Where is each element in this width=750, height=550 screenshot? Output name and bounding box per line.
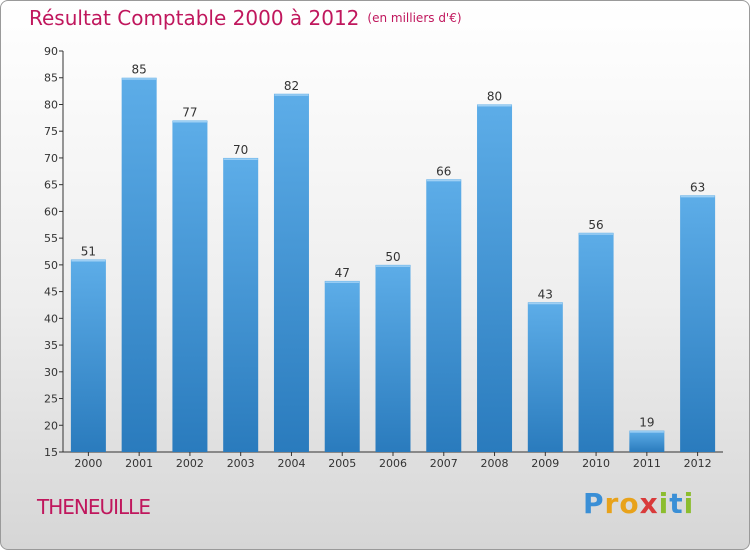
y-tick-label: 85 [44,72,58,85]
y-tick-label: 90 [44,45,58,58]
bar-highlight [629,431,664,433]
chart-subtitle: (en milliers d'€) [367,11,462,25]
y-tick-label: 35 [44,339,58,352]
x-tick-label: 2007 [430,457,458,470]
data-label: 56 [588,218,603,232]
data-label: 47 [335,266,350,280]
x-tick-label: 2010 [582,457,610,470]
data-label: 19 [639,416,654,430]
bar [477,104,513,452]
y-tick-label: 65 [44,179,58,192]
commune-name: THENEUILLE [37,495,151,519]
bar [172,120,208,453]
bar-highlight [426,179,461,182]
bar [121,77,157,452]
bar-highlight [274,94,309,96]
x-tick-label: 2000 [74,457,102,470]
x-tick-label: 2002 [176,457,204,470]
y-tick-label: 55 [44,232,58,245]
bar [527,302,563,452]
bar-highlight [71,260,106,262]
bar [375,264,411,452]
bar-highlight [325,281,360,283]
chart-title: Résultat Comptable 2000 à 2012 (en millie… [29,6,462,30]
bar-highlight [579,233,614,235]
bar-highlight [477,104,512,107]
y-tick-label: 40 [44,312,58,325]
x-tick-label: 2004 [277,457,305,470]
x-tick-label: 2001 [125,457,153,470]
data-label: 43 [538,287,553,301]
bar-highlight [122,78,157,80]
x-tick-label: 2011 [633,457,661,470]
x-tick-label: 2005 [328,457,356,470]
data-label: 51 [81,245,96,259]
bar-highlight [223,158,258,160]
x-tick-label: 2012 [684,457,712,470]
bar [273,93,309,453]
y-tick-label: 45 [44,286,58,299]
bar [223,157,259,452]
y-tick-label: 15 [44,446,58,459]
bar-highlight [172,121,207,123]
y-tick-label: 80 [44,98,58,111]
x-tick-label: 2003 [227,457,255,470]
bar [70,259,106,452]
bar-highlight [376,265,410,267]
bar [578,232,614,452]
data-label: 66 [436,164,451,178]
y-tick-label: 70 [44,152,58,165]
bar [680,195,716,453]
data-label: 82 [284,79,299,93]
data-label: 50 [385,250,400,264]
bar [324,280,360,452]
data-label: 80 [487,89,502,103]
y-tick-label: 75 [44,125,58,138]
x-tick-label: 2006 [379,457,407,470]
y-tick-label: 25 [44,393,58,406]
y-tick-label: 30 [44,366,58,379]
proxiti-logo: Proxiti [583,487,695,520]
x-tick-label: 2008 [481,457,509,470]
bar [629,430,665,452]
bar-highlight [528,302,563,305]
bar [426,179,462,452]
data-label: 70 [233,143,248,157]
x-tick-label: 2009 [531,457,559,470]
data-label: 63 [690,180,705,194]
chart-title-text: Résultat Comptable 2000 à 2012 [29,6,360,30]
data-label: 85 [132,63,147,77]
y-tick-label: 60 [44,205,58,218]
y-tick-label: 20 [44,419,58,432]
bar-highlight [680,195,715,198]
y-tick-label: 50 [44,259,58,272]
data-label: 77 [182,106,197,120]
